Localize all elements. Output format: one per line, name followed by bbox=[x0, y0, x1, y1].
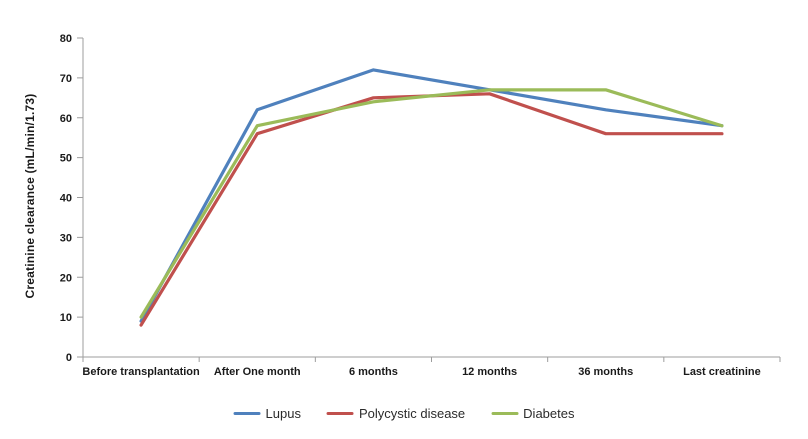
y-axis-tick-label: 60 bbox=[60, 113, 72, 125]
y-axis-tick-label: 70 bbox=[60, 73, 72, 85]
x-axis-category-label: 36 months bbox=[578, 366, 633, 378]
series-line-diabetes bbox=[139, 88, 724, 319]
legend-item-polycystic-disease: Polycystic disease bbox=[326, 406, 466, 421]
x-axis-category-label: After One month bbox=[214, 366, 301, 378]
legend-line-swatch bbox=[233, 412, 261, 415]
legend-line-swatch bbox=[326, 412, 354, 415]
y-axis-tick-label: 40 bbox=[60, 193, 72, 205]
y-axis-tick-label: 20 bbox=[60, 272, 72, 284]
y-axis-tick-label: 80 bbox=[60, 33, 72, 45]
x-axis-category-label: 12 months bbox=[462, 366, 517, 378]
legend-item-lupus: Lupus bbox=[233, 406, 301, 421]
x-axis-category-label: Before transplantation bbox=[82, 366, 200, 378]
x-axis-category-label: 6 months bbox=[349, 366, 398, 378]
legend-line-swatch bbox=[491, 412, 519, 415]
y-axis-tick-label: 30 bbox=[60, 232, 72, 244]
x-axis-category-label: Last creatinine bbox=[683, 366, 761, 378]
y-axis-tick-label: 10 bbox=[60, 312, 72, 324]
y-axis-tick-label: 0 bbox=[66, 352, 72, 364]
chart-legend: Lupus Polycystic disease Diabetes bbox=[233, 406, 574, 421]
series-line-polycystic-disease bbox=[139, 92, 724, 327]
legend-label: Lupus bbox=[265, 406, 301, 421]
series-line-lupus bbox=[139, 68, 724, 323]
y-axis-tick-label: 50 bbox=[60, 153, 72, 165]
legend-item-diabetes: Diabetes bbox=[491, 406, 574, 421]
legend-label: Polycystic disease bbox=[358, 406, 466, 421]
legend-label: Diabetes bbox=[523, 406, 575, 421]
